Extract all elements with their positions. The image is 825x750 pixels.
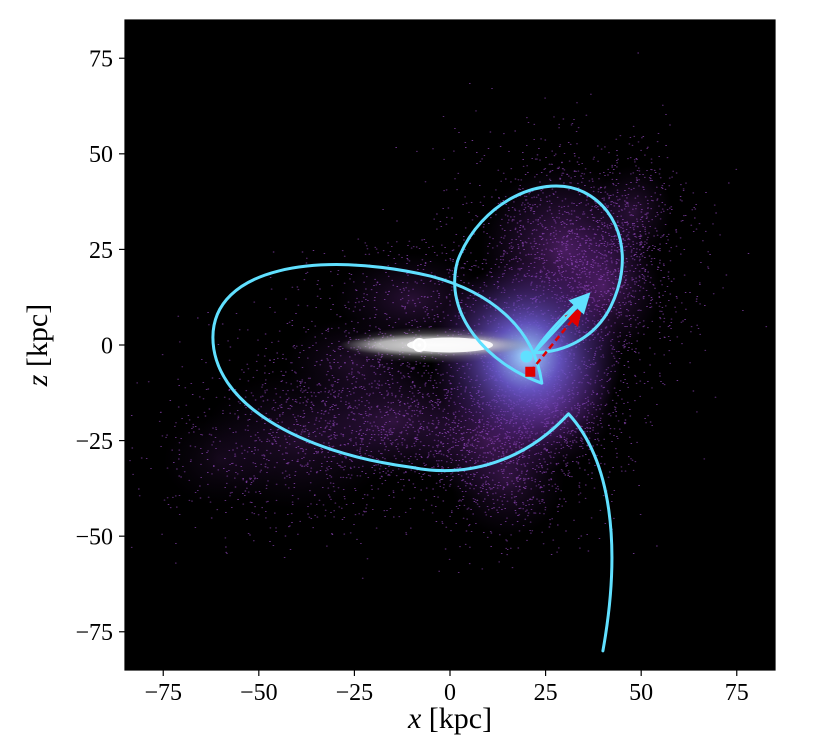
y-tick-label: −25 [75,429,113,455]
x-tick-label: −25 [336,680,374,706]
y-tick-label: −50 [75,525,113,551]
true-position-marker [525,367,535,377]
x-tick-label: 50 [629,680,653,706]
x-tick-label: 25 [534,680,558,706]
sun-marker-dot [418,343,421,346]
figure-svg: −75−50−250255075−75−50−250255075x [kpc]z… [0,0,825,750]
density-blob [163,414,278,506]
current-position-marker [520,350,532,362]
x-tick-label: −50 [240,680,278,706]
axis-label: z [kpc] [21,304,54,387]
y-tick-label: 50 [89,142,113,168]
y-tick-label: 25 [89,238,113,264]
y-tick-label: 75 [89,47,113,73]
x-tick-label: 75 [725,680,749,706]
axis-label: x [kpc] [407,702,492,735]
y-tick-label: −75 [75,620,113,646]
x-tick-label: −75 [144,680,182,706]
figure-container: −75−50−250255075−75−50−250255075x [kpc]z… [0,0,825,750]
y-tick-label: 0 [101,333,113,359]
